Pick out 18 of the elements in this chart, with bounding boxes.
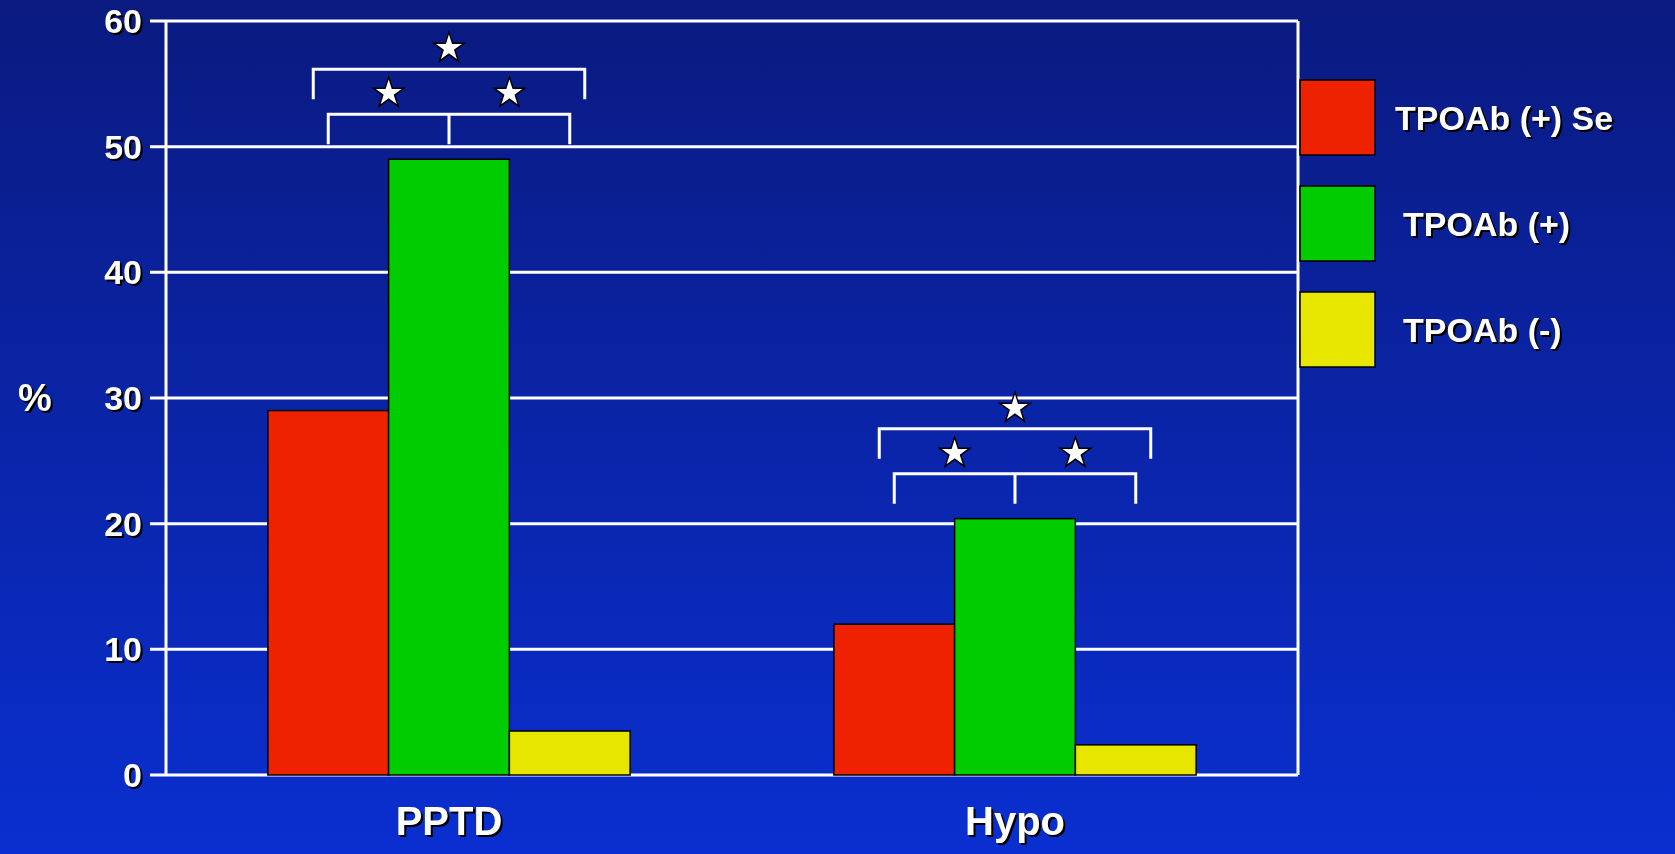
x-tick-label: PPTD <box>395 799 503 843</box>
y-axis-title: % <box>18 377 52 420</box>
y-tick-label: 40 <box>104 253 142 292</box>
y-tick-label: 50 <box>104 127 142 166</box>
y-tick-label: 10 <box>104 630 142 669</box>
annotation: ★ <box>1057 428 1094 475</box>
annotation: ★ <box>431 24 467 71</box>
x-tick-label: Hypo <box>965 799 1065 843</box>
legend-label: TPOAb (+) <box>1403 204 1571 243</box>
annotation: ★ <box>491 69 528 116</box>
y-tick-label: 60 <box>104 1 142 40</box>
annotation: ★ <box>370 69 407 116</box>
annotation: ★ <box>936 428 973 475</box>
y-tick-label: 20 <box>104 504 142 543</box>
y-tick-label: 30 <box>104 378 142 417</box>
y-tick-label: 0 <box>123 755 142 794</box>
legend-label: TPOAb (+) Se <box>1395 98 1614 137</box>
legend-label: TPOAb (-) <box>1403 310 1562 349</box>
